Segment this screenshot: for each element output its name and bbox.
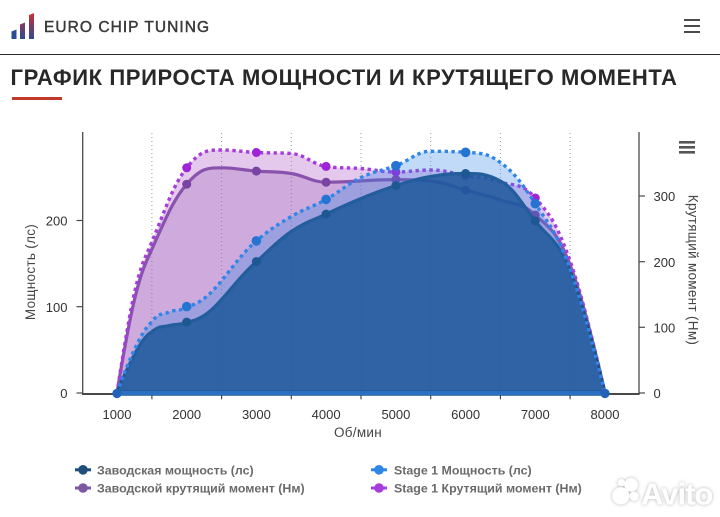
- svg-text:Об/мин: Об/мин: [334, 425, 382, 440]
- svg-text:Stage 1 Крутящий момент (Нм): Stage 1 Крутящий момент (Нм): [394, 482, 582, 496]
- svg-text:100: 100: [654, 321, 676, 336]
- svg-text:200: 200: [654, 255, 676, 270]
- svg-text:4000: 4000: [312, 407, 341, 422]
- svg-text:2000: 2000: [172, 407, 201, 422]
- svg-text:3000: 3000: [242, 407, 271, 422]
- svg-text:Avito: Avito: [641, 477, 712, 512]
- svg-text:0: 0: [654, 386, 661, 401]
- svg-text:7000: 7000: [521, 407, 550, 422]
- svg-text:Крутящий момент (Нм): Крутящий момент (Нм): [686, 195, 701, 345]
- svg-text:8000: 8000: [591, 407, 620, 422]
- svg-text:Мощность (лс): Мощность (лс): [23, 224, 38, 320]
- svg-text:100: 100: [46, 300, 68, 315]
- svg-text:200: 200: [46, 214, 68, 229]
- svg-text:Заводская мощность (лс): Заводская мощность (лс): [97, 463, 254, 477]
- svg-text:Stage 1 Мощность (лс): Stage 1 Мощность (лс): [394, 463, 532, 477]
- svg-text:0: 0: [60, 386, 67, 401]
- svg-text:5000: 5000: [381, 407, 410, 422]
- svg-text:Заводской крутящий момент (Нм): Заводской крутящий момент (Нм): [97, 482, 305, 496]
- svg-text:6000: 6000: [451, 407, 480, 422]
- svg-text:300: 300: [654, 189, 676, 204]
- svg-text:1000: 1000: [103, 407, 132, 422]
